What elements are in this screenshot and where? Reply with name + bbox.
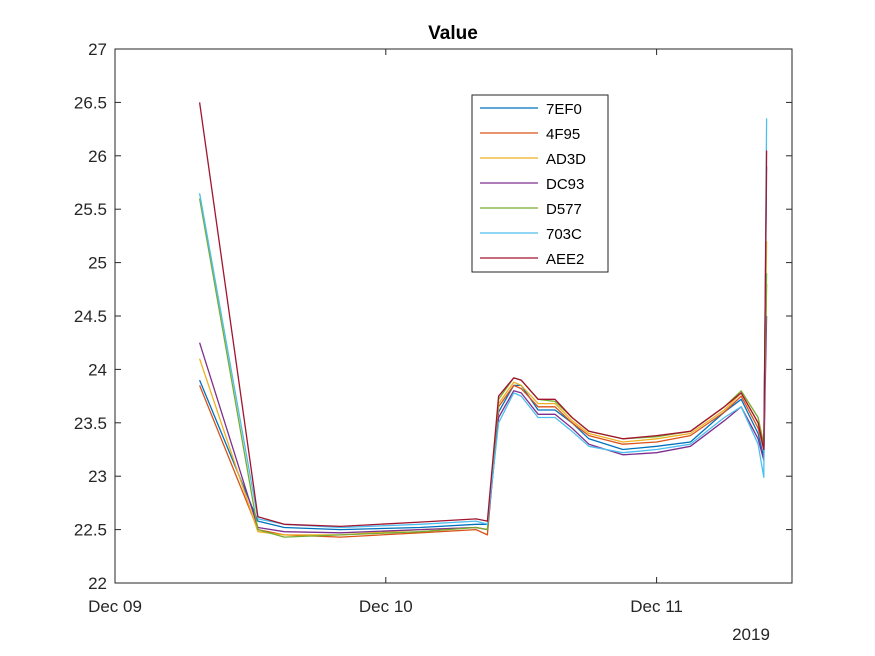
plot-area (115, 49, 792, 583)
x-tick-label: Dec 11 (630, 597, 683, 616)
legend-label: DC93 (546, 176, 584, 193)
x-tick-label: Dec 10 (359, 597, 413, 616)
series-line-dc93 (198, 315, 768, 534)
y-tick-label: 26.5 (74, 93, 107, 112)
y-tick-label: 27 (88, 40, 107, 59)
x-axis: Dec 09 Dec 10 Dec 11 (88, 49, 683, 616)
y-tick-label: 24.5 (74, 307, 107, 326)
series-line-4f95 (198, 283, 768, 538)
legend-label: 703C (546, 226, 582, 243)
legend-label: AEE2 (546, 251, 584, 268)
legend-label: 7EF0 (546, 101, 582, 118)
y-tick-label: 22.5 (74, 521, 107, 540)
legend-label: AD3D (546, 151, 586, 168)
y-tick-label: 22 (88, 574, 107, 593)
series-line-703c (198, 118, 768, 529)
series-line-ad3d (198, 241, 768, 536)
y-axis: 22 22.5 23 23.5 24 24.5 25 25.5 26 26.5 27 (74, 40, 792, 593)
x-axis-secondary-label: 2019 (732, 625, 770, 644)
y-tick-label: 25.5 (74, 200, 107, 219)
y-tick-label: 24 (88, 360, 107, 379)
y-tick-label: 23 (88, 467, 107, 486)
y-tick-label: 25 (88, 254, 107, 273)
legend-label: 4F95 (546, 126, 580, 143)
y-tick-label: 23.5 (74, 414, 107, 433)
series-line-aee2 (198, 102, 768, 528)
x-tick-label: Dec 09 (88, 597, 142, 616)
legend: 7EF0 4F95 AD3D DC93 D577 703C AEE2 (471, 94, 609, 273)
series-line-7ef0 (198, 166, 768, 531)
series-layer (198, 102, 768, 538)
legend-label: D577 (546, 201, 582, 218)
y-tick-label: 26 (88, 147, 107, 166)
chart-title: Value (428, 23, 478, 44)
series-line-d577 (198, 198, 768, 538)
